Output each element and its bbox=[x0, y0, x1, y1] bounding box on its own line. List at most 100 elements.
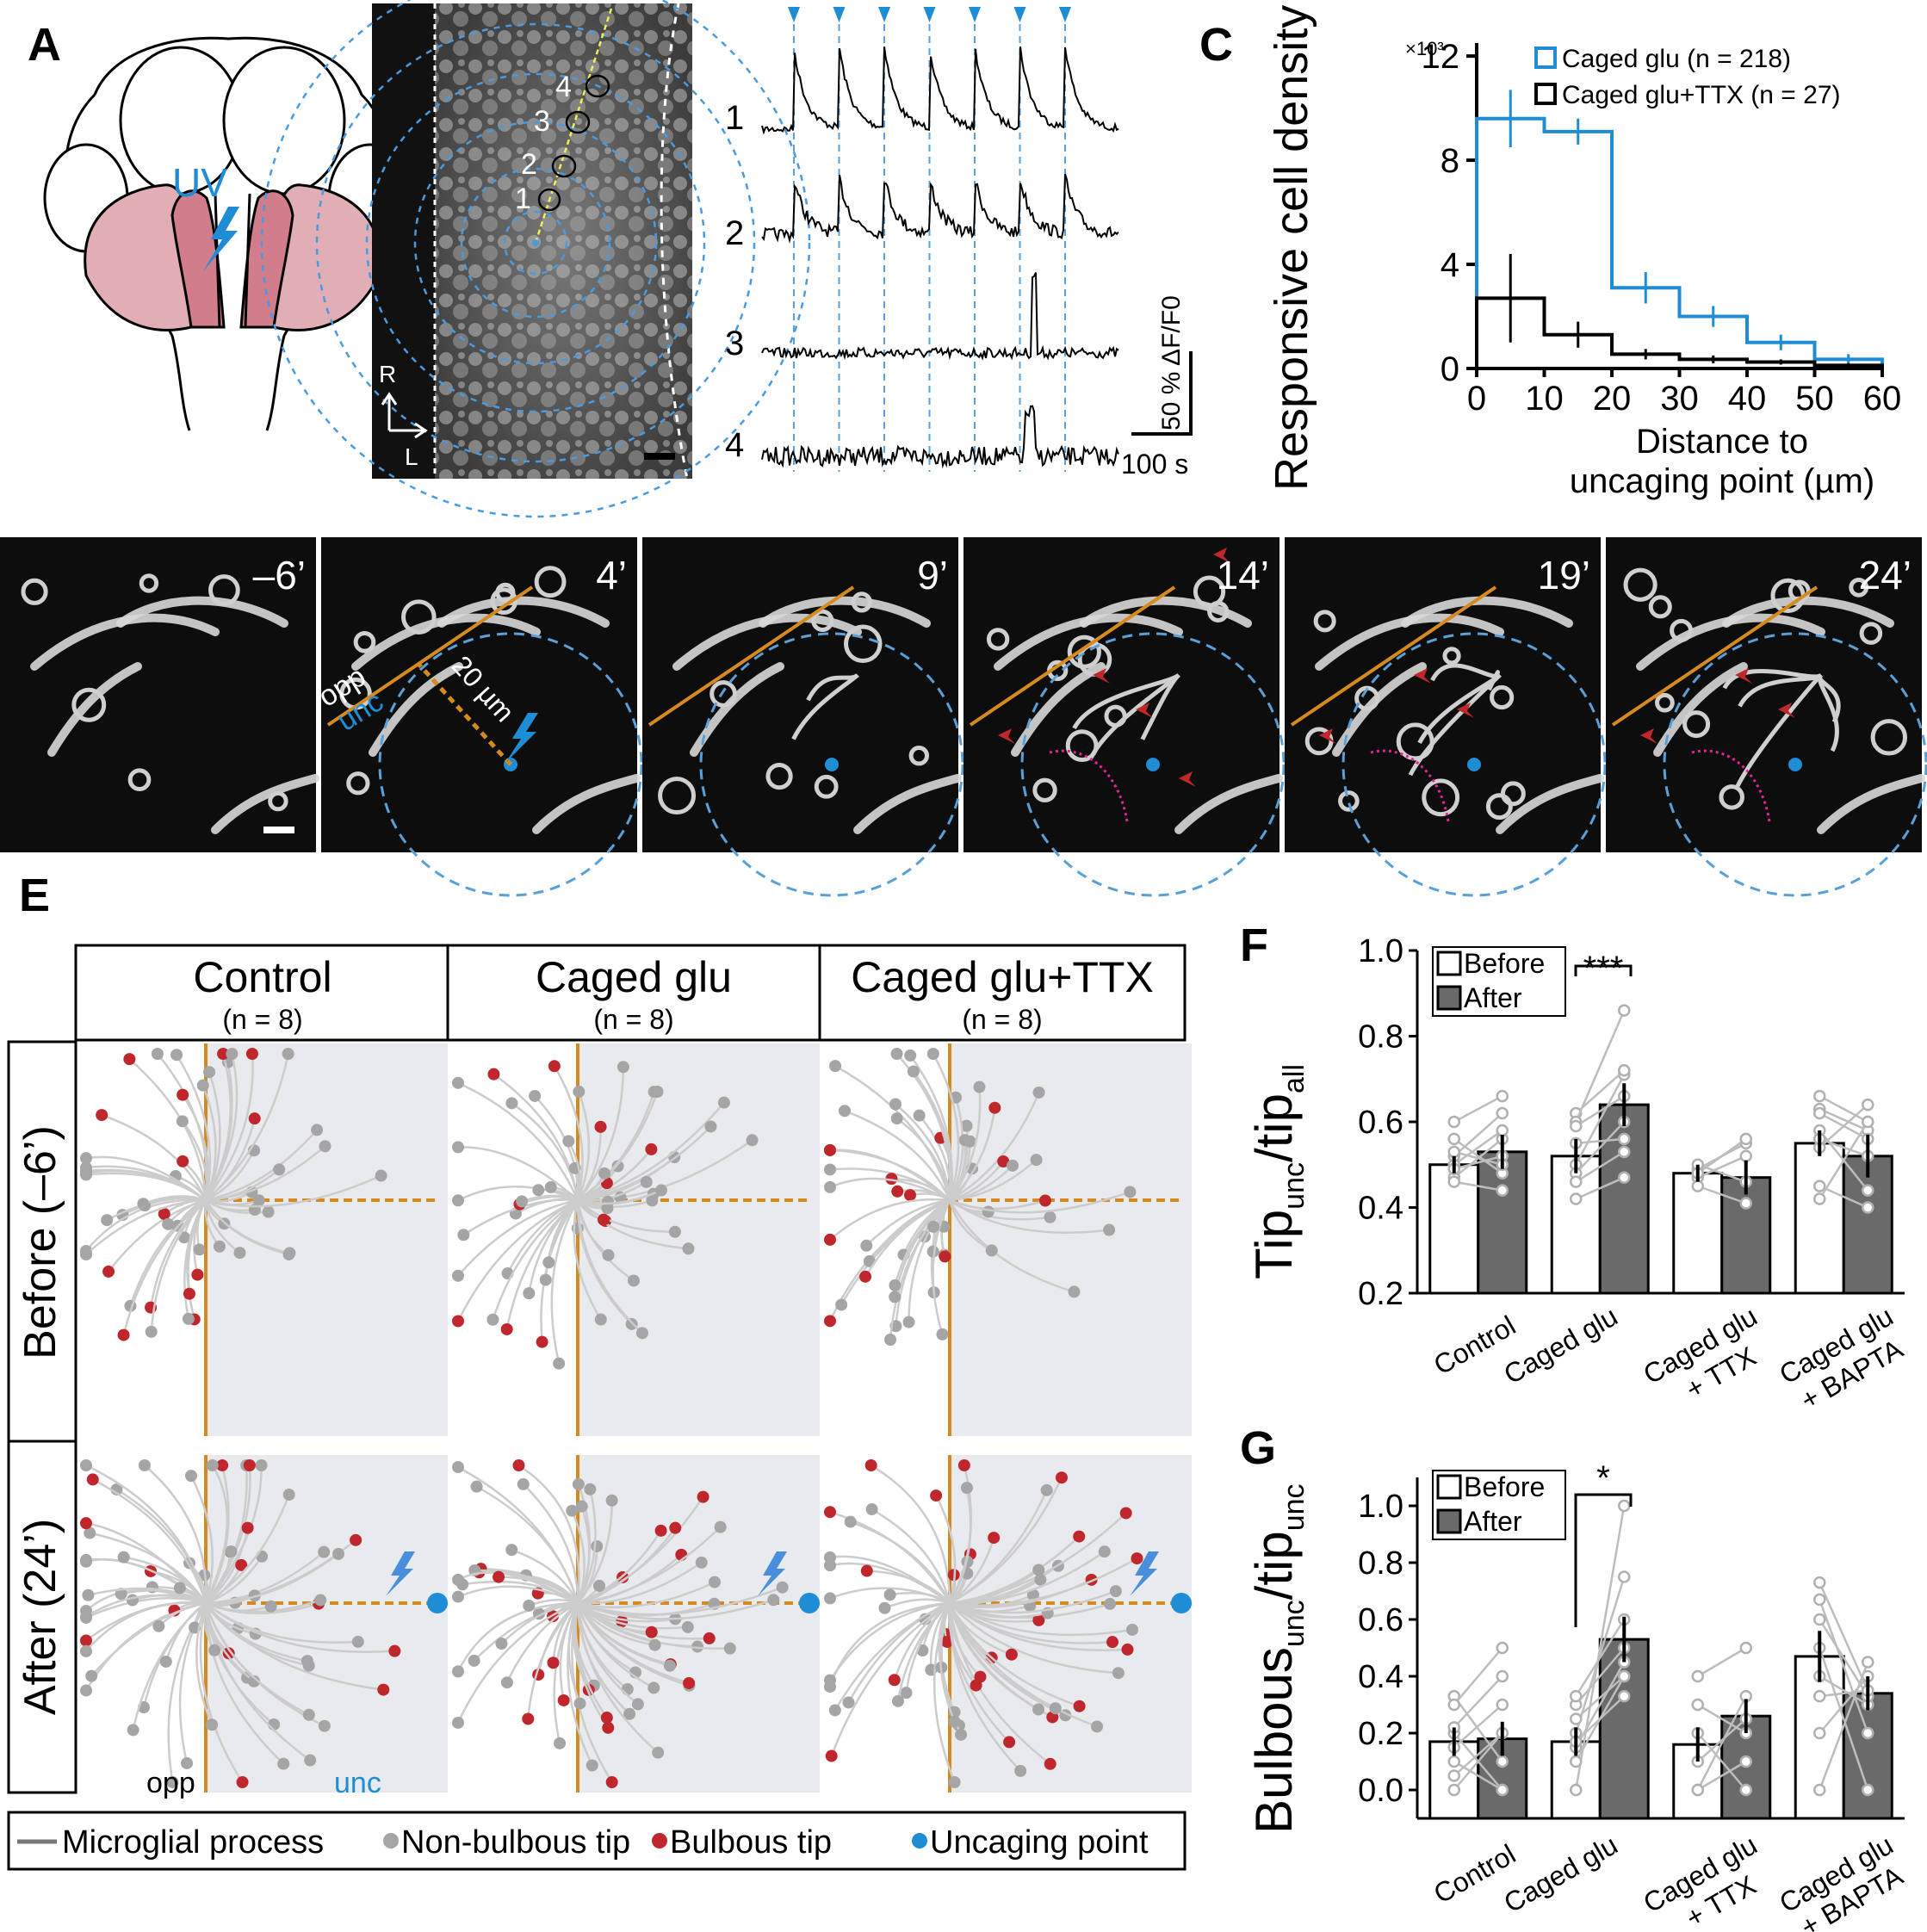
non-bulbous-tip bbox=[1109, 1585, 1122, 1598]
y-tick-label: 0.8 bbox=[1358, 1545, 1403, 1582]
bar-after-4 bbox=[1842, 1155, 1893, 1295]
compass-r: R bbox=[379, 361, 396, 387]
paired-line bbox=[1819, 1104, 1869, 1149]
panel-e-legend: Microglial process Non-bulbous tip Bulbo… bbox=[7, 1811, 1187, 1871]
paired-point bbox=[1447, 1175, 1460, 1188]
chart-c-exponent: ×10³ bbox=[1405, 38, 1444, 59]
calcium-imaging-field: 1 2 3 4 R L bbox=[260, 0, 811, 518]
microglial-process bbox=[528, 1199, 579, 1294]
paired-point bbox=[1739, 1783, 1752, 1797]
scale-y-label: 50 % ΔF/F0 bbox=[1157, 295, 1186, 430]
timepoint-label-2: 4’ bbox=[596, 553, 627, 598]
d-scale-bar bbox=[263, 827, 294, 833]
chart-c-bin-1-1 bbox=[1509, 117, 1513, 120]
stimulus-marker-2 bbox=[833, 7, 846, 22]
microglial-process bbox=[567, 1602, 581, 1705]
microglial-process bbox=[505, 1601, 579, 1683]
paired-point bbox=[1447, 1132, 1460, 1146]
bulbous-tip bbox=[824, 1315, 836, 1328]
paired-line bbox=[1453, 1112, 1503, 1157]
microglial-process bbox=[205, 1053, 254, 1201]
paired-point bbox=[1813, 1689, 1826, 1703]
paired-line bbox=[1696, 1695, 1747, 1791]
bulbous-tip bbox=[236, 1776, 249, 1788]
non-bulbous-tip bbox=[714, 1520, 727, 1533]
paired-point bbox=[1618, 1669, 1631, 1683]
non-bulbous-tip bbox=[985, 1244, 998, 1257]
microglial-process bbox=[576, 1199, 610, 1256]
microglial-process bbox=[577, 1599, 774, 1620]
paired-point bbox=[1496, 1089, 1509, 1103]
microglial-process bbox=[829, 1177, 951, 1202]
microglial-process bbox=[205, 1168, 280, 1202]
microglial-process bbox=[893, 1601, 951, 1681]
bulbous-tip bbox=[860, 1564, 873, 1577]
microglial-process bbox=[456, 1601, 579, 1724]
paired-point bbox=[1862, 1726, 1874, 1740]
non-bulbous-tip bbox=[1014, 1764, 1027, 1777]
non-bulbous-tip bbox=[314, 1594, 327, 1607]
paired-line bbox=[1453, 1704, 1503, 1749]
non-bulbous-tip bbox=[1124, 1186, 1137, 1198]
microglial-process bbox=[204, 1199, 289, 1256]
arrowhead-icon bbox=[1735, 668, 1752, 684]
bulbous-tip bbox=[957, 1459, 970, 1471]
microglial-process bbox=[577, 1199, 675, 1234]
non-bulbous-tip bbox=[1032, 1703, 1045, 1716]
non-bulbous-tip bbox=[1103, 1223, 1116, 1236]
non-bulbous-tip bbox=[960, 1482, 973, 1495]
non-bulbous-tip bbox=[206, 1718, 219, 1731]
non-bulbous-tip bbox=[926, 1048, 939, 1060]
non-bulbous-tip bbox=[838, 1105, 851, 1118]
bulbous-tip bbox=[522, 1712, 535, 1725]
paired-point bbox=[1570, 1755, 1583, 1768]
f-legend-before: Before bbox=[1464, 948, 1545, 979]
paired-line bbox=[1453, 1647, 1503, 1706]
paired-point bbox=[1813, 1106, 1826, 1120]
bulbous-tip bbox=[1055, 1471, 1068, 1484]
microglial-process bbox=[830, 1601, 951, 1756]
paired-line bbox=[1453, 1760, 1503, 1792]
non-bulbous-tip bbox=[252, 1194, 265, 1207]
paired-line bbox=[1697, 1155, 1747, 1179]
non-bulbous-tip bbox=[586, 1759, 598, 1772]
non-bulbous-tip bbox=[452, 1716, 464, 1729]
bulbous-tip bbox=[377, 1683, 390, 1696]
non-bulbous-tip bbox=[282, 1489, 295, 1502]
arrowhead-icon bbox=[1319, 728, 1336, 744]
non-bulbous-tip bbox=[331, 1547, 344, 1560]
non-bulbous-tip bbox=[605, 1494, 618, 1507]
bulbous-tip bbox=[123, 1053, 136, 1066]
timepoint-label-6: 24’ bbox=[1859, 553, 1912, 598]
microglial-process bbox=[457, 1198, 579, 1277]
paired-point bbox=[1447, 1115, 1460, 1129]
non-bulbous-tip bbox=[1007, 1159, 1019, 1172]
non-bulbous-tip bbox=[598, 1167, 611, 1180]
non-bulbous-tip bbox=[1125, 1623, 1138, 1636]
microglial-process bbox=[895, 1118, 951, 1201]
bulbous-tip bbox=[930, 1489, 943, 1502]
paired-line bbox=[1453, 1732, 1503, 1777]
microglial-process bbox=[889, 1592, 951, 1605]
bulbous-tip bbox=[988, 1101, 1001, 1114]
bulbous-tip bbox=[158, 1207, 170, 1220]
paired-point bbox=[1862, 1115, 1874, 1129]
panel-letter-g: G bbox=[1240, 1422, 1276, 1474]
bulbous-tip bbox=[645, 1625, 658, 1638]
non-bulbous-tip bbox=[936, 1328, 949, 1341]
microglial-process bbox=[205, 1149, 256, 1202]
microglial-process bbox=[577, 1581, 716, 1609]
microglial-process bbox=[948, 1140, 967, 1201]
paired-point bbox=[1691, 1669, 1704, 1683]
microglial-process bbox=[939, 1602, 956, 1723]
bulbous-tip bbox=[903, 1189, 916, 1202]
stimulus-marker-4 bbox=[923, 7, 936, 22]
panel-letter-c: C bbox=[1199, 19, 1233, 71]
microglial-process bbox=[932, 1053, 960, 1201]
microglial-process bbox=[948, 1602, 1081, 1707]
bulbous-tip bbox=[970, 1679, 982, 1692]
paired-point bbox=[1691, 1180, 1704, 1192]
uncaging-point-icon bbox=[1146, 758, 1160, 771]
roi-4 bbox=[585, 74, 610, 98]
bulbous-tip bbox=[183, 1287, 195, 1300]
